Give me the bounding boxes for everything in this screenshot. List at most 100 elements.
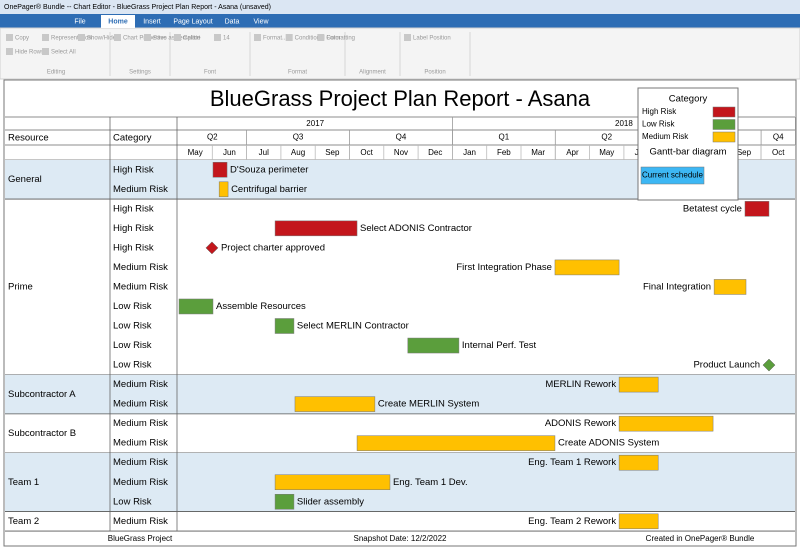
task-label: Select ADONIS Contractor [360,223,472,234]
task-label: Product Launch [693,360,760,371]
task-label: Centrifugal barrier [231,184,307,195]
ribbon-icon [78,34,85,41]
ribbon-tab[interactable]: Home [108,18,128,25]
ribbon-icon [214,34,221,41]
month-label: May [599,148,614,157]
ribbon-button[interactable]: Label Position [413,36,451,42]
task-bar [407,337,460,354]
ribbon-icon [6,48,13,55]
ribbon-button[interactable]: Color [326,36,340,42]
category-label: Low Risk [113,340,152,351]
month-label: Feb [497,148,511,157]
ribbon-button[interactable]: Hide Rows [15,50,44,56]
ribbon-group-label: Alignment [359,70,386,76]
category-label: Medium Risk [113,379,168,390]
task-bar [274,220,358,237]
month-label: Oct [772,148,785,157]
group-band [5,452,795,512]
task-label: Slider assembly [297,496,364,507]
ribbon-group-label: Settings [129,70,151,76]
group-band [5,374,795,414]
legend-label: High Risk [642,107,677,116]
task-bar [218,181,229,198]
category-label: Medium Risk [113,399,168,410]
category-label: Medium Risk [113,516,168,527]
ribbon-button[interactable]: 14 [223,36,230,42]
ribbon-icon [285,34,293,41]
ribbon-icon [254,34,261,41]
month-label: Jan [463,148,476,157]
resource-label: Subcontractor B [8,428,76,439]
task-bar [554,259,620,276]
month-label: Jun [223,148,236,157]
task-bar [274,494,295,510]
category-label: High Risk [113,203,154,214]
ribbon-icon [144,34,151,41]
task-label: ADONIS Rework [545,418,617,429]
month-label: Sep [325,148,340,157]
task-bar [178,298,214,315]
ribbon-button[interactable]: Calibri [183,36,200,42]
task-bar [744,201,770,217]
category-label: High Risk [113,242,154,253]
milestone [205,241,219,255]
ribbon-button[interactable]: Conditional Formatting [295,36,355,42]
ribbon-tab[interactable]: Insert [143,18,161,25]
task-label: Assemble Resources [216,301,306,312]
category-label: Medium Risk [113,418,168,429]
ribbon-group-label: Font [204,70,216,76]
ribbon-button[interactable]: Format... [263,36,287,42]
ribbon-button[interactable]: Show/Hide [87,36,117,42]
task-label: Select MERLIN Contractor [297,321,409,332]
footer-text: BlueGrass Project [108,534,173,543]
resource-label: Subcontractor A [8,389,76,400]
ribbon-tab[interactable]: File [74,18,85,25]
task-bar [294,396,376,412]
quarter-label: Q3 [293,133,304,142]
year-label: 2017 [306,119,324,128]
task-bar [618,513,659,530]
ribbon-icon [317,34,325,41]
task-label: Internal Perf. Test [462,340,537,351]
task-bar [618,454,659,471]
month-label: Mar [531,148,545,157]
category-label: Low Risk [113,321,152,332]
legend-bar-swatch [640,166,705,185]
category-label: High Risk [113,223,154,234]
tab-bar [0,14,800,28]
resource-label: General [8,174,42,185]
category-label: Low Risk [113,360,152,371]
task-label: Eng. Team 1 Dev. [393,477,468,488]
ribbon-button[interactable]: Copy [15,36,29,42]
ribbon-tab[interactable]: Page Layout [173,18,212,25]
ribbon-icon [6,34,13,41]
task-bar [618,415,714,432]
quarter-label: Q2 [207,133,218,142]
ribbon-button[interactable]: Select All [51,50,76,56]
ribbon-tab[interactable]: Data [225,18,240,25]
legend-title: Category [669,94,708,105]
month-label: Apr [566,148,579,157]
task-bar [274,318,295,334]
title-bar [0,0,800,14]
ribbon-group-label: Position [424,70,445,76]
quarter-label: Q1 [499,133,510,142]
ribbon-group-label: Editing [47,70,65,76]
quarter-label: Q4 [396,133,407,142]
task-bar [356,435,556,451]
legend-label: Medium Risk [642,132,689,141]
ribbon-button[interactable]: Representation [51,36,92,42]
month-label: Dec [428,148,442,157]
month-label: Aug [291,148,305,157]
footer-text: Snapshot Date: 12/2/2022 [354,534,448,543]
task-bar [274,474,391,490]
ribbon-tab[interactable]: View [253,18,269,25]
task-label: Eng. Team 1 Rework [528,457,616,468]
category-label: Medium Risk [113,262,168,273]
resource-label: Prime [8,281,33,292]
task-label: Create ADONIS System [558,438,659,449]
legend-label: Low Risk [642,120,675,129]
column-header: Category [113,133,152,144]
task-label: First Integration Phase [456,262,552,273]
category-label: Medium Risk [113,281,168,292]
